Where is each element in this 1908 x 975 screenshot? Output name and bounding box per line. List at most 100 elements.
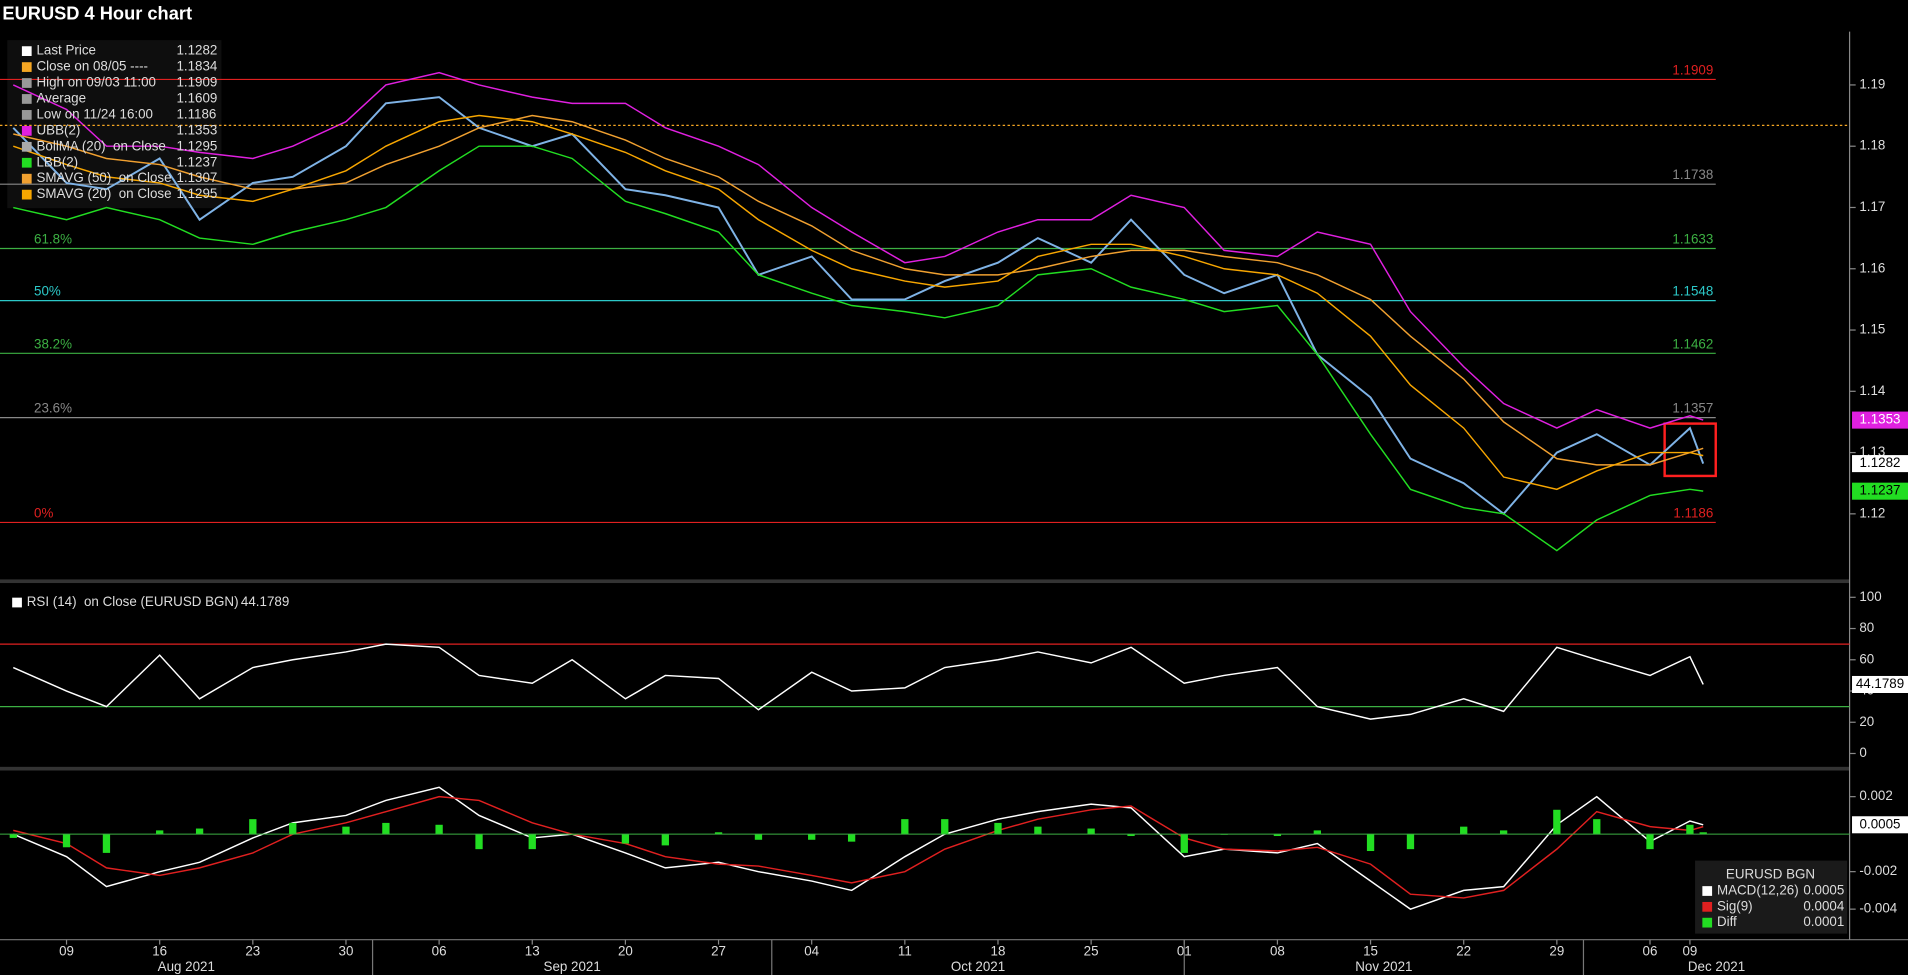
diff-bar: [808, 834, 816, 840]
diff-bar: [289, 822, 297, 835]
legend-swatch: [1702, 901, 1713, 912]
y-tick-label: 60: [1859, 651, 1874, 666]
x-tick-label: 09: [59, 943, 74, 958]
legend-value: 1.1909: [176, 75, 217, 90]
legend-value: 1.1237: [176, 154, 217, 169]
legend-value: 1.1186: [176, 106, 216, 121]
legend-label: Sig(9): [1717, 898, 1753, 913]
diff-bar: [475, 834, 483, 850]
legend-label: SMAVG (50) on Close: [37, 170, 172, 185]
legend-label: Average: [37, 90, 87, 105]
legend-value: 1.1282: [176, 43, 217, 58]
legend-swatch: [1702, 886, 1713, 896]
y-tick-label: 20: [1859, 714, 1874, 729]
level-value: 1.1633: [1672, 232, 1713, 247]
series-line: [12, 643, 1704, 720]
diff-bar: [9, 834, 17, 838]
diff-bar: [1034, 826, 1042, 835]
legend-value: 1.1353: [176, 122, 217, 137]
series-line: [12, 96, 1705, 516]
value-box: [1852, 675, 1908, 694]
level-value: 1.1738: [1672, 167, 1713, 182]
legend-value: 1.1609: [176, 90, 217, 105]
x-tick-label: 08: [1270, 943, 1285, 958]
diff-bar: [342, 826, 350, 835]
x-tick-label: 06: [1643, 943, 1658, 958]
y-tick-label: 100: [1859, 589, 1881, 604]
value-box: [1852, 455, 1908, 473]
level-value: 1.1909: [1672, 62, 1713, 77]
diff-bar: [1313, 830, 1321, 835]
legend-label: UBB(2): [37, 122, 81, 137]
legend-label: MACD(12,26): [1717, 883, 1799, 898]
legend-label: Diff: [1717, 914, 1737, 929]
legend-value: 1.1295: [176, 186, 217, 201]
diff-bar: [1646, 834, 1654, 850]
y-tick-label: 80: [1859, 620, 1874, 635]
x-month-label: Oct 2021: [951, 959, 1005, 974]
level-label: 0%: [34, 505, 53, 520]
x-tick-label: 09: [1682, 943, 1697, 958]
legend-swatch: [21, 141, 32, 152]
diff-bar: [1593, 819, 1601, 835]
series-line: [13, 114, 1704, 491]
value-box: [1852, 482, 1908, 500]
y-tick-label: 1.19: [1859, 76, 1885, 91]
diff-bar: [994, 822, 1002, 835]
diff-bar: [528, 834, 536, 850]
legend-value: 0.0004: [1803, 898, 1844, 913]
x-tick-label: 30: [339, 943, 354, 958]
diff-bar: [661, 834, 669, 846]
legend-value: 1.1834: [176, 59, 217, 74]
legend-label: Last Price: [37, 43, 96, 58]
legend-value: 0.0001: [1803, 914, 1844, 929]
diff-bar: [1127, 834, 1135, 837]
diff-bar: [249, 819, 257, 835]
value-box: [1852, 816, 1908, 834]
level-label: 50%: [34, 284, 61, 299]
y-tick-label: 1.14: [1859, 383, 1886, 398]
legend-label: Close on 08/05 ----: [37, 59, 148, 74]
diff-bar: [1553, 809, 1561, 835]
x-tick-label: 22: [1456, 943, 1471, 958]
diff-bar: [382, 822, 390, 835]
panel-separator: [0, 766, 1850, 771]
rsi-title: RSI (14) on Close (EURUSD BGN): [27, 594, 239, 609]
level-label: 23.6%: [34, 401, 72, 416]
diff-bar: [195, 828, 204, 835]
y-tick-label: -0.002: [1859, 863, 1897, 878]
panel-separator: [0, 579, 1850, 584]
legend-swatch: [21, 189, 32, 200]
series-line: [13, 795, 1704, 899]
diff-bar: [1686, 824, 1694, 835]
level-value: 1.1548: [1672, 284, 1713, 299]
y-tick-label: 1.17: [1859, 199, 1885, 214]
x-tick-label: 27: [711, 943, 726, 958]
x-tick-label: 15: [1363, 943, 1378, 958]
level-label: 38.2%: [34, 336, 72, 351]
legend-swatch: [21, 78, 32, 88]
legend-value: 0.0005: [1803, 883, 1844, 898]
legend-swatch: [1702, 917, 1713, 928]
x-tick-label: 11: [898, 943, 912, 958]
legend-swatch: [12, 597, 22, 608]
x-tick-label: 18: [991, 943, 1006, 958]
legend-swatch: [21, 157, 32, 168]
value-box-label: 1.1282: [1860, 455, 1901, 470]
diff-bar: [62, 834, 71, 848]
y-tick-label: 1.15: [1859, 322, 1885, 337]
x-tick-label: 29: [1549, 943, 1564, 958]
value-box: [1852, 411, 1908, 429]
level-label: 61.8%: [34, 232, 72, 247]
diff-bar: [1087, 828, 1095, 835]
x-tick-label: 20: [618, 943, 633, 958]
y-tick-label: -0.004: [1859, 901, 1897, 916]
series-line: [13, 114, 1704, 466]
legend-swatch: [21, 125, 32, 136]
legend-value: 1.1307: [176, 170, 217, 185]
level-value: 1.1357: [1672, 401, 1713, 416]
x-tick-label: 25: [1084, 943, 1099, 958]
y-tick-label: 0.002: [1859, 788, 1892, 803]
